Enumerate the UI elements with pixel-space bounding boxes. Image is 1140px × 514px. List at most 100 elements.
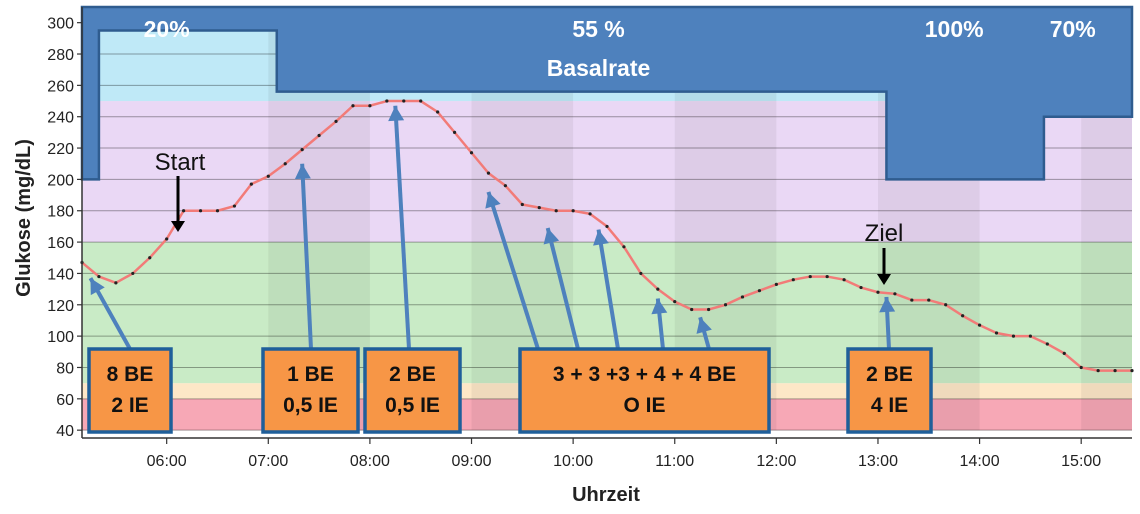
annotation-arrowhead	[388, 105, 405, 122]
basal-percent-label: 55 %	[572, 16, 624, 42]
y-axis-title: Glukose (mg/dL)	[13, 139, 35, 297]
y-tick-label: 240	[47, 110, 74, 127]
glucose-point	[825, 274, 829, 279]
glucose-point	[1079, 365, 1083, 370]
annotation-arrow	[393, 105, 411, 350]
annotation-text: 3 + 3 +3 + 4 + 4 BE	[553, 363, 736, 386]
glucose-point	[266, 174, 270, 178]
glucose-point	[944, 303, 948, 307]
annotation-arrowhead	[294, 163, 311, 180]
glucose-point	[317, 133, 321, 138]
marker-label: Start	[155, 149, 206, 176]
annotation-arrowhead	[543, 227, 560, 245]
annotation-text: O IE	[623, 394, 665, 417]
glucose-point	[1045, 342, 1049, 346]
basal-rate-shape	[80, 5, 1134, 181]
glucose-point	[148, 256, 152, 260]
glucose-point	[1011, 334, 1016, 338]
glucose-point	[927, 298, 931, 302]
glucose-point	[419, 99, 423, 103]
glucose-point	[402, 99, 406, 103]
glucose-point	[1028, 334, 1032, 338]
y-tick-label: 300	[47, 16, 74, 33]
glucose-point	[740, 295, 745, 299]
glucose-point	[1130, 369, 1134, 373]
y-tick-label: 160	[47, 235, 74, 252]
annotation-text: 2 BE	[389, 363, 436, 386]
y-tick-label: 140	[47, 266, 74, 283]
glucose-point	[639, 271, 643, 276]
glucose-point	[520, 202, 524, 207]
basal-percent-label: 100%	[925, 16, 984, 42]
glucose-point	[1096, 369, 1100, 373]
glucose-point	[486, 171, 491, 175]
y-tick-label: 100	[47, 329, 74, 346]
glucose-point	[503, 184, 507, 188]
glucose-point	[757, 289, 762, 293]
basal-rate-label: Basalrate	[547, 55, 651, 81]
annotation-box	[261, 347, 360, 434]
basal-percent-label: 70%	[1050, 16, 1096, 42]
annotation-box	[363, 347, 462, 434]
annotation-text: 2 BE	[866, 363, 913, 386]
annotation-text: 0,5 IE	[385, 394, 440, 417]
glucose-point	[977, 323, 982, 327]
marker-arrowhead	[877, 274, 891, 285]
glucose-point	[876, 290, 880, 294]
glucose-point	[436, 110, 440, 114]
glucose-point	[165, 237, 169, 241]
glucose-point	[588, 212, 592, 216]
annotation-text: 0,5 IE	[283, 394, 338, 417]
glucose-point	[774, 282, 778, 287]
x-tick-label: 11:00	[655, 453, 694, 470]
glucose-point	[842, 278, 846, 282]
glucose-point	[673, 300, 677, 304]
glucose-point	[808, 274, 812, 279]
glucose-point	[385, 99, 389, 103]
glucose-point	[368, 104, 372, 108]
glucose-point	[249, 182, 253, 186]
annotation-text: 2 IE	[111, 394, 148, 417]
glucose-point	[656, 287, 660, 291]
x-tick-label: 09:00	[451, 453, 491, 470]
glucose-point	[232, 204, 237, 208]
glucose-point	[791, 278, 795, 282]
marker-label: Ziel	[865, 220, 904, 247]
y-tick-label: 60	[56, 392, 74, 409]
annotation-text: 1 BE	[287, 363, 334, 386]
x-axis-title: Uhrzeit	[572, 484, 640, 506]
annotation-arrow	[486, 191, 540, 350]
marker-arrowhead	[171, 221, 185, 232]
glucose-point	[300, 148, 304, 152]
y-tick-label: 280	[47, 47, 74, 64]
y-tick-label: 40	[56, 423, 74, 440]
annotation-arrowhead	[90, 278, 105, 296]
glucose-point	[452, 130, 457, 134]
glucose-point	[690, 307, 694, 312]
x-tick-label: 14:00	[960, 453, 1000, 470]
glucose-point	[334, 119, 338, 124]
annotation-arrowhead	[879, 296, 896, 313]
annotation-box	[87, 347, 173, 434]
annotation-arrow	[596, 229, 620, 350]
glucose-point	[469, 151, 474, 155]
glucose-point	[707, 307, 711, 312]
basal-percent-label: 20%	[144, 16, 190, 42]
x-tick-label: 12:00	[756, 453, 796, 470]
glucose-point	[198, 209, 203, 213]
annotation-text: 4 IE	[871, 394, 908, 417]
glucose-point	[554, 209, 558, 213]
annotation-arrowhead	[485, 191, 501, 209]
glucose-point	[994, 331, 999, 335]
glucose-point	[859, 285, 863, 290]
glucose-point	[182, 209, 186, 213]
glucose-point	[97, 274, 101, 279]
glucose-point	[283, 162, 287, 166]
glucose-point	[131, 271, 135, 276]
x-tick-label: 08:00	[350, 453, 390, 470]
x-tick-label: 15:00	[1061, 453, 1101, 470]
annotation-box	[846, 347, 933, 434]
y-tick-label: 80	[56, 360, 74, 377]
glucose-point	[910, 298, 914, 302]
